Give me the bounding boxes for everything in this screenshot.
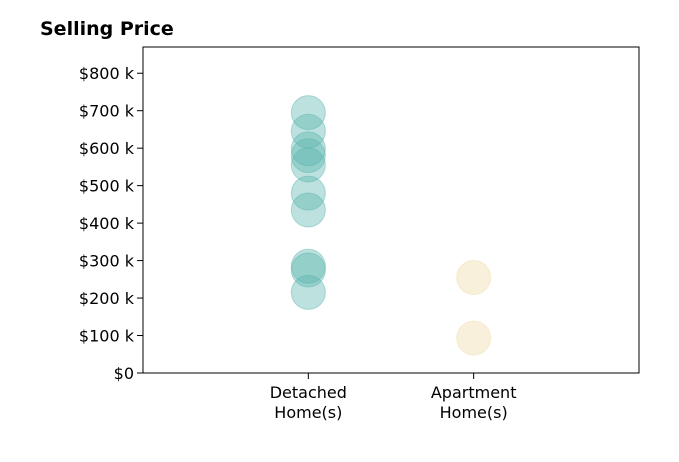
y-tick-label: $700 k [79,102,135,121]
y-axis: $0 $100 k $200 k $300 k $400 k $500 k $600 k $7… [79,64,143,383]
y-tick-label: $100 k [79,327,135,346]
scatter-point [290,192,326,228]
scatter-point [290,113,326,149]
x-axis: Detached Home(s) Apartment Home(s) [270,373,517,422]
chart-title: Selling Price [40,18,174,40]
scatter-point [290,95,326,131]
y-tick-label: $500 k [79,177,135,196]
scatter-point [456,259,492,295]
scatter-point [290,147,326,183]
y-tick-label: $0 [114,364,134,383]
scatter-point [290,175,326,211]
scatter-point [290,138,326,174]
scatter-point [290,274,326,310]
scatter-point [290,252,326,288]
y-tick-label: $300 k [79,252,135,271]
scatter-point [290,248,326,284]
x-tick-label: Apartment Home(s) [431,383,517,422]
y-tick-label: $200 k [79,289,135,308]
scatter-point [290,131,326,167]
y-tick-label: $800 k [79,64,135,83]
scatter-point [456,320,492,356]
plot-frame [142,46,640,374]
y-tick-label: $600 k [79,139,135,158]
x-tick-label: Detached Home(s) [270,383,347,422]
plot-marks [290,95,492,356]
y-tick-label: $400 k [79,214,135,233]
